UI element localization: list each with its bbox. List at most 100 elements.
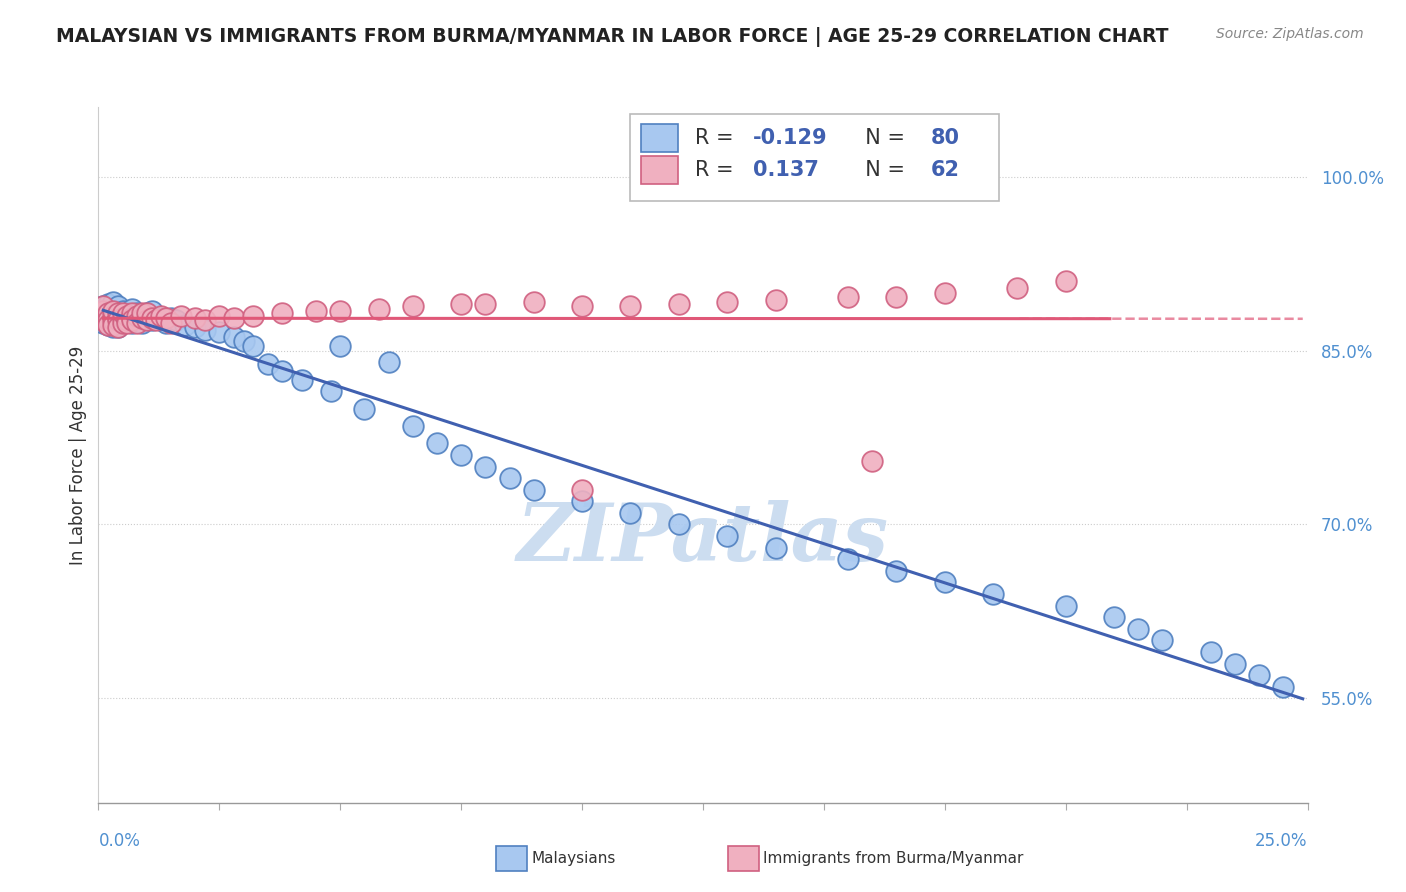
Point bbox=[117, 313, 139, 327]
Point bbox=[135, 311, 157, 326]
Point bbox=[450, 448, 472, 462]
Point bbox=[91, 300, 114, 314]
Point bbox=[91, 306, 114, 320]
Point bbox=[150, 309, 173, 323]
Point bbox=[111, 316, 134, 330]
Text: 80: 80 bbox=[931, 128, 959, 148]
Point bbox=[222, 311, 245, 326]
Text: N =: N = bbox=[852, 160, 911, 179]
Text: 25.0%: 25.0% bbox=[1256, 831, 1308, 850]
Text: Immigrants from Burma/Myanmar: Immigrants from Burma/Myanmar bbox=[763, 851, 1024, 865]
Y-axis label: In Labor Force | Age 25-29: In Labor Force | Age 25-29 bbox=[69, 345, 87, 565]
Point bbox=[141, 313, 163, 327]
Point bbox=[127, 306, 149, 320]
Point bbox=[107, 311, 129, 326]
Point bbox=[1272, 680, 1295, 694]
Text: 0.0%: 0.0% bbox=[98, 831, 141, 850]
Point bbox=[131, 306, 153, 320]
Point bbox=[121, 306, 143, 320]
Text: 62: 62 bbox=[931, 160, 959, 179]
Point bbox=[135, 313, 157, 327]
Text: -0.129: -0.129 bbox=[752, 128, 827, 148]
Point bbox=[91, 316, 114, 330]
Point bbox=[131, 311, 153, 326]
Point bbox=[121, 316, 143, 330]
Point bbox=[145, 311, 167, 326]
Point bbox=[474, 459, 496, 474]
Point bbox=[91, 300, 114, 314]
Point bbox=[716, 294, 738, 309]
Point bbox=[117, 316, 139, 330]
Point bbox=[107, 311, 129, 326]
Point bbox=[1007, 281, 1029, 295]
Point bbox=[101, 320, 124, 334]
Point bbox=[523, 483, 546, 497]
Point bbox=[107, 313, 129, 327]
Point bbox=[97, 309, 120, 323]
Point bbox=[571, 494, 593, 508]
Text: R =: R = bbox=[695, 160, 747, 179]
Point bbox=[668, 297, 690, 311]
Point bbox=[135, 306, 157, 320]
Point bbox=[765, 293, 787, 307]
Point bbox=[91, 304, 114, 318]
Point bbox=[111, 316, 134, 330]
Text: Malaysians: Malaysians bbox=[531, 851, 616, 865]
Point bbox=[305, 304, 328, 318]
Point bbox=[353, 401, 375, 416]
Point bbox=[101, 309, 124, 323]
Point bbox=[131, 316, 153, 330]
Point bbox=[97, 318, 120, 332]
Point bbox=[886, 290, 908, 304]
FancyBboxPatch shape bbox=[630, 114, 1000, 201]
Point bbox=[426, 436, 449, 450]
Point bbox=[837, 290, 859, 304]
Point bbox=[127, 311, 149, 326]
Point bbox=[121, 311, 143, 326]
Point bbox=[91, 313, 114, 327]
Point bbox=[97, 313, 120, 327]
Point bbox=[1152, 633, 1174, 648]
Point bbox=[174, 318, 197, 332]
Point bbox=[450, 297, 472, 311]
Point bbox=[97, 297, 120, 311]
Point bbox=[619, 506, 641, 520]
Point bbox=[101, 309, 124, 323]
Point bbox=[101, 304, 124, 318]
Point bbox=[155, 316, 177, 330]
Text: N =: N = bbox=[852, 128, 911, 148]
Point bbox=[131, 309, 153, 323]
Point bbox=[160, 311, 183, 326]
Point bbox=[1102, 610, 1125, 624]
Point bbox=[117, 313, 139, 327]
Point bbox=[150, 313, 173, 327]
Point bbox=[837, 552, 859, 566]
Text: MALAYSIAN VS IMMIGRANTS FROM BURMA/MYANMAR IN LABOR FORCE | AGE 25-29 CORRELATIO: MALAYSIAN VS IMMIGRANTS FROM BURMA/MYANM… bbox=[56, 27, 1168, 46]
Point bbox=[121, 309, 143, 323]
Point bbox=[97, 318, 120, 332]
Point bbox=[208, 325, 231, 339]
Point bbox=[135, 306, 157, 320]
Point bbox=[981, 587, 1004, 601]
Point bbox=[242, 339, 264, 353]
Point bbox=[571, 300, 593, 314]
Point bbox=[97, 313, 120, 327]
Point bbox=[474, 297, 496, 311]
Point bbox=[271, 306, 294, 320]
Point bbox=[1249, 668, 1271, 682]
Point bbox=[107, 306, 129, 320]
Point bbox=[101, 304, 124, 318]
Point bbox=[208, 309, 231, 323]
Point bbox=[1199, 645, 1222, 659]
Point bbox=[97, 304, 120, 318]
Point bbox=[934, 285, 956, 300]
FancyBboxPatch shape bbox=[641, 156, 678, 184]
Point bbox=[101, 313, 124, 327]
Point bbox=[101, 313, 124, 327]
Point bbox=[1128, 622, 1150, 636]
Point bbox=[121, 313, 143, 327]
Point bbox=[111, 311, 134, 326]
Point bbox=[117, 311, 139, 326]
Point bbox=[571, 483, 593, 497]
Point bbox=[97, 306, 120, 320]
